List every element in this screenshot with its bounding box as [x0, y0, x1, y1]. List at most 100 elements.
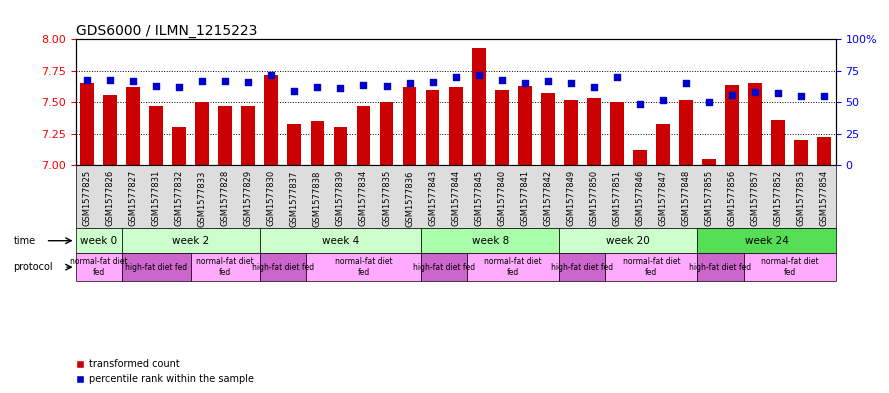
- Point: [610, 74, 624, 80]
- Text: protocol: protocol: [13, 262, 53, 272]
- Bar: [794, 140, 808, 165]
- Text: week 24: week 24: [745, 236, 789, 246]
- Bar: [122, 228, 260, 253]
- Bar: [656, 124, 669, 165]
- Text: GSM1577857: GSM1577857: [750, 170, 759, 226]
- Point: [310, 84, 324, 90]
- Bar: [306, 253, 421, 281]
- Bar: [467, 253, 559, 281]
- Text: GSM1577844: GSM1577844: [451, 170, 461, 226]
- Text: week 4: week 4: [322, 236, 359, 246]
- Text: GSM1577846: GSM1577846: [636, 170, 645, 226]
- Bar: [103, 95, 117, 165]
- Point: [494, 77, 509, 83]
- Text: week 0: week 0: [80, 236, 117, 246]
- Bar: [380, 102, 394, 165]
- Text: GSM1577835: GSM1577835: [382, 170, 391, 226]
- Point: [287, 88, 301, 94]
- Text: GSM1577848: GSM1577848: [682, 170, 691, 226]
- Text: GSM1577845: GSM1577845: [474, 170, 483, 226]
- Bar: [403, 87, 416, 165]
- Bar: [242, 106, 255, 165]
- Text: GSM1577849: GSM1577849: [566, 170, 575, 226]
- Point: [541, 78, 555, 84]
- Point: [517, 80, 532, 86]
- Text: GSM1577830: GSM1577830: [267, 170, 276, 226]
- Point: [356, 81, 371, 88]
- Bar: [76, 228, 122, 253]
- Text: GSM1577850: GSM1577850: [589, 170, 598, 226]
- Text: GSM1577825: GSM1577825: [83, 170, 92, 226]
- Bar: [421, 228, 559, 253]
- Text: week 20: week 20: [606, 236, 650, 246]
- Text: GDS6000 / ILMN_1215223: GDS6000 / ILMN_1215223: [76, 24, 257, 38]
- Bar: [605, 253, 698, 281]
- Text: normal-fat diet
fed: normal-fat diet fed: [485, 257, 542, 277]
- Bar: [610, 102, 624, 165]
- Text: GSM1577855: GSM1577855: [704, 170, 714, 226]
- Text: GSM1577831: GSM1577831: [152, 170, 161, 226]
- Bar: [564, 100, 578, 165]
- Bar: [356, 106, 371, 165]
- Bar: [260, 228, 421, 253]
- Text: GSM1577838: GSM1577838: [313, 170, 322, 227]
- Text: GSM1577839: GSM1577839: [336, 170, 345, 226]
- Bar: [633, 150, 647, 165]
- Bar: [541, 94, 555, 165]
- Bar: [426, 90, 439, 165]
- Point: [333, 85, 348, 92]
- Text: normal-fat diet
fed: normal-fat diet fed: [334, 257, 392, 277]
- Point: [633, 100, 647, 107]
- Text: high-fat diet fed: high-fat diet fed: [690, 263, 751, 272]
- Point: [448, 74, 462, 80]
- Text: GSM1577834: GSM1577834: [359, 170, 368, 226]
- Point: [218, 78, 232, 84]
- Point: [103, 77, 117, 83]
- Text: GSM1577833: GSM1577833: [197, 170, 207, 227]
- Text: GSM1577827: GSM1577827: [129, 170, 138, 226]
- Point: [656, 97, 670, 103]
- Point: [241, 79, 255, 85]
- Point: [426, 79, 440, 85]
- Text: week 8: week 8: [471, 236, 509, 246]
- Bar: [260, 253, 306, 281]
- Bar: [264, 75, 278, 165]
- Text: high-fat diet fed: high-fat diet fed: [252, 263, 314, 272]
- Bar: [149, 106, 163, 165]
- Point: [794, 93, 808, 99]
- Point: [172, 84, 187, 90]
- Point: [748, 89, 762, 95]
- Bar: [698, 228, 836, 253]
- Bar: [749, 83, 762, 165]
- Bar: [76, 253, 122, 281]
- Bar: [725, 84, 739, 165]
- Point: [587, 84, 601, 90]
- Bar: [172, 127, 186, 165]
- Text: GSM1577852: GSM1577852: [773, 170, 782, 226]
- Text: high-fat diet fed: high-fat diet fed: [551, 263, 613, 272]
- Text: high-fat diet fed: high-fat diet fed: [413, 263, 475, 272]
- Text: GSM1577837: GSM1577837: [290, 170, 299, 227]
- Bar: [310, 121, 324, 165]
- Text: week 2: week 2: [172, 236, 209, 246]
- Text: GSM1577843: GSM1577843: [428, 170, 437, 226]
- Text: GSM1577854: GSM1577854: [820, 170, 829, 226]
- Text: normal-fat diet
fed: normal-fat diet fed: [622, 257, 680, 277]
- Text: high-fat diet fed: high-fat diet fed: [125, 263, 188, 272]
- Point: [564, 80, 578, 86]
- Text: GSM1577836: GSM1577836: [405, 170, 414, 227]
- Text: GSM1577842: GSM1577842: [543, 170, 552, 226]
- Bar: [817, 138, 831, 165]
- Bar: [449, 87, 462, 165]
- Point: [471, 72, 485, 78]
- Point: [264, 72, 278, 78]
- Text: GSM1577847: GSM1577847: [659, 170, 668, 226]
- Text: normal-fat diet
fed: normal-fat diet fed: [196, 257, 254, 277]
- Bar: [743, 253, 836, 281]
- Bar: [587, 99, 601, 165]
- Bar: [196, 102, 209, 165]
- Bar: [80, 83, 94, 165]
- Point: [817, 93, 831, 99]
- Point: [771, 90, 785, 97]
- Text: normal-fat diet
fed: normal-fat diet fed: [69, 257, 127, 277]
